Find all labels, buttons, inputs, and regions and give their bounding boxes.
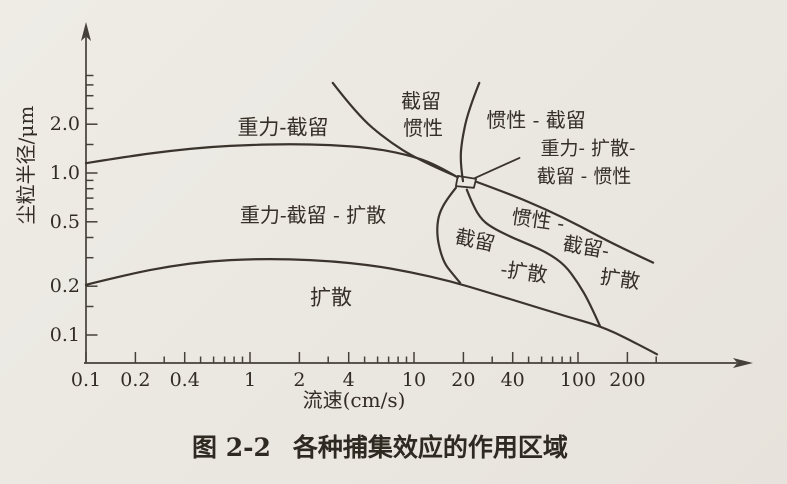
central-region-box [454, 174, 478, 189]
y-tick-label: 2.0 [50, 113, 80, 135]
y-tick-label: 1.0 [50, 162, 80, 184]
y-tick-label: 0.2 [50, 275, 80, 297]
callout-line [473, 156, 521, 180]
boundary-curve-interception-inertia-right-boundary [459, 81, 481, 183]
region-label-diffusion: 扩散 [310, 285, 352, 309]
x-tick-label: 200 [609, 369, 645, 391]
y-axis-arrow-icon [81, 22, 91, 41]
region-label-interception-inertia-line2: 惯性 [403, 116, 443, 140]
y-axis-title: 尘粒半径/μm [14, 106, 38, 225]
x-tick-label: 40 [501, 369, 525, 391]
region-label-gravity-diffusion-interception-inertia-line1: 重力- 扩散- [541, 138, 636, 160]
boundary-curve-diffusion-upper-boundary [84, 258, 659, 356]
x-tick-label: 100 [560, 369, 596, 391]
region-label-gravity-interception-diffusion: 重力-截留 - 扩散 [240, 203, 386, 227]
x-tick-label: 0.4 [170, 369, 200, 391]
boundary-curve-interception-inertia-left-boundary [331, 81, 457, 177]
region-label-inertia-interception: 惯性 - 截留 [486, 108, 585, 132]
y-tick-label: 0.1 [50, 324, 80, 346]
x-tick-label: 20 [451, 369, 475, 391]
region-label-interception-inertia-line1: 截留 [401, 89, 441, 113]
figure-caption-number: 图 2-2 [192, 433, 271, 462]
x-tick-label: 0.2 [120, 369, 150, 391]
region-label-gravity-interception: 重力-截留 [237, 115, 328, 139]
x-tick-label: 1 [244, 369, 256, 391]
boundary-curve-gravity-settling-boundary [84, 143, 459, 179]
region-label-inertia-interception-diffusion-part1: 惯性 - [510, 204, 566, 235]
boundary-curve-interception-diffusion-left-boundary [436, 186, 462, 284]
x-tick-label: 2 [293, 369, 305, 391]
y-tick-label: 0.5 [50, 211, 80, 233]
boundary-curve-interception-diffusion-right-boundary [465, 188, 601, 327]
x-tick-label: 10 [402, 369, 426, 391]
x-tick-label: 4 [343, 369, 355, 391]
region-label-interception-diffusion-part2: -扩散 [499, 257, 549, 287]
region-label-inertia-interception-diffusion-part2: 截留- [561, 231, 611, 263]
figure-caption: 图 2-2 各种捕集效应的作用区域 [192, 428, 568, 464]
region-label-gravity-diffusion-interception-inertia-line2: 截留 - 惯性 [537, 166, 632, 188]
region-label-inertia-interception-diffusion-part3: 扩散 [599, 264, 642, 293]
figure-caption-text: 各种捕集效应的作用区域 [292, 433, 568, 462]
x-axis-title: 流速(cm/s) [303, 388, 406, 412]
region-label-interception-diffusion-part1: 截留 [453, 224, 497, 256]
x-axis-arrow-icon [733, 358, 753, 368]
boundary-curve-inertia-lower-boundary [475, 180, 655, 264]
x-tick-label: 0.1 [71, 369, 101, 391]
